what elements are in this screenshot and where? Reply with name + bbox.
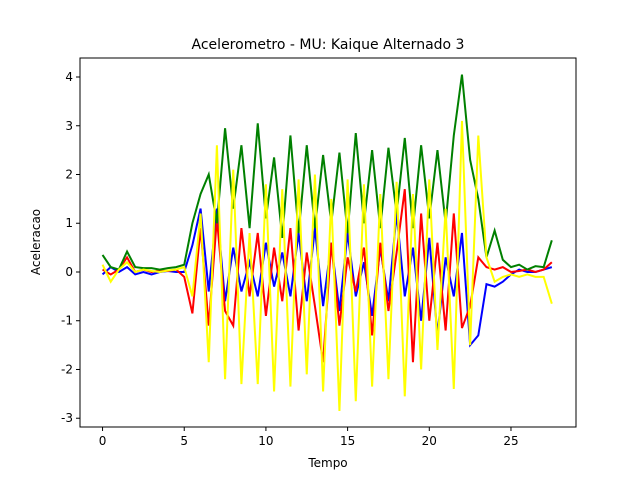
y-tick-label: -3 <box>61 411 73 425</box>
y-tick-label: -1 <box>61 314 73 328</box>
y-tick-label: 0 <box>65 265 73 279</box>
line-series <box>101 120 553 411</box>
plot-frame <box>79 57 577 428</box>
x-tick-label: 5 <box>180 434 188 448</box>
x-tick-label: 0 <box>99 434 107 448</box>
y-tick-label: 1 <box>65 216 73 230</box>
x-tick-label: 25 <box>503 434 518 448</box>
y-tick-label: 4 <box>65 70 73 84</box>
y-tick-label: -2 <box>61 362 73 376</box>
chart-title: Acelerometro - MU: Kaique Alternado 3 <box>192 37 465 53</box>
y-tick-label: 2 <box>65 168 73 182</box>
x-tick-label: 15 <box>340 434 355 448</box>
x-tick-label: 10 <box>258 434 273 448</box>
x-tick-label: 20 <box>422 434 437 448</box>
y-tick-label: 3 <box>65 119 73 133</box>
y-axis-label: Aceleracao <box>29 209 43 275</box>
x-axis-label: Tempo <box>307 456 347 470</box>
